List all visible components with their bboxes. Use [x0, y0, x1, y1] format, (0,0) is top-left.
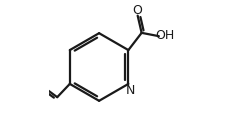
Text: O: O — [132, 4, 142, 17]
Text: OH: OH — [155, 29, 174, 42]
Text: N: N — [125, 84, 134, 97]
